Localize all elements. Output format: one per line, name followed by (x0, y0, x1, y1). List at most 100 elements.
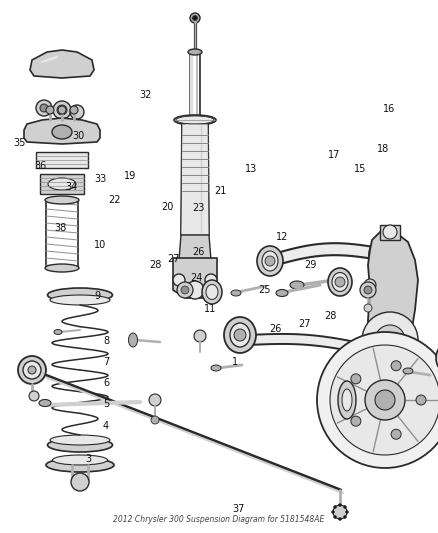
Circle shape (330, 345, 438, 455)
Ellipse shape (50, 435, 110, 445)
Circle shape (360, 282, 376, 298)
Circle shape (339, 518, 342, 521)
Ellipse shape (202, 280, 222, 304)
Text: 33: 33 (94, 174, 106, 184)
Text: 5: 5 (103, 399, 109, 409)
Ellipse shape (206, 285, 218, 300)
Circle shape (46, 106, 54, 114)
Text: 3: 3 (85, 455, 92, 464)
Text: 27: 27 (298, 319, 311, 329)
Ellipse shape (188, 49, 202, 55)
Text: 12: 12 (276, 232, 288, 242)
Ellipse shape (373, 246, 387, 262)
Text: 32: 32 (139, 90, 152, 100)
Ellipse shape (328, 268, 352, 296)
Circle shape (317, 332, 438, 468)
Ellipse shape (332, 272, 348, 292)
Text: 21: 21 (215, 186, 227, 196)
Ellipse shape (257, 246, 283, 276)
Circle shape (364, 279, 376, 291)
Circle shape (18, 356, 46, 384)
Polygon shape (181, 124, 209, 235)
Circle shape (362, 312, 418, 368)
Text: 30: 30 (72, 131, 85, 141)
Ellipse shape (128, 333, 138, 347)
Ellipse shape (262, 251, 278, 271)
Text: 6: 6 (103, 378, 109, 387)
Circle shape (351, 416, 361, 426)
Ellipse shape (224, 317, 256, 353)
Circle shape (334, 515, 336, 519)
Text: 36: 36 (34, 161, 46, 171)
Text: 19: 19 (124, 171, 136, 181)
Circle shape (194, 330, 206, 342)
Ellipse shape (436, 342, 438, 374)
Text: 20: 20 (161, 202, 173, 212)
Text: 9: 9 (94, 291, 100, 301)
Text: 11: 11 (204, 304, 216, 314)
Circle shape (375, 390, 395, 410)
Circle shape (149, 394, 161, 406)
Circle shape (364, 286, 372, 294)
Text: 29: 29 (304, 261, 317, 270)
Text: 17: 17 (328, 150, 340, 159)
Circle shape (57, 105, 67, 115)
Text: 27: 27 (167, 254, 180, 263)
Text: 26: 26 (269, 325, 282, 334)
Circle shape (383, 225, 397, 239)
Ellipse shape (174, 115, 216, 125)
Ellipse shape (47, 288, 113, 302)
Ellipse shape (276, 289, 288, 296)
Circle shape (391, 361, 401, 371)
Circle shape (190, 13, 200, 23)
Circle shape (416, 395, 426, 405)
Circle shape (177, 282, 193, 298)
Text: 34: 34 (65, 182, 77, 191)
Circle shape (28, 366, 36, 374)
Text: 38: 38 (55, 223, 67, 233)
Circle shape (383, 395, 397, 409)
Ellipse shape (53, 455, 107, 465)
Circle shape (71, 473, 89, 491)
Circle shape (343, 515, 346, 519)
Circle shape (375, 325, 405, 355)
Ellipse shape (403, 368, 413, 374)
Ellipse shape (211, 365, 221, 371)
Polygon shape (368, 230, 418, 395)
Ellipse shape (338, 381, 356, 419)
Circle shape (351, 374, 361, 384)
Circle shape (36, 100, 52, 116)
Ellipse shape (231, 290, 241, 296)
Text: 26: 26 (192, 247, 204, 257)
Polygon shape (173, 258, 217, 298)
Circle shape (343, 505, 346, 508)
Text: 13: 13 (245, 165, 258, 174)
Ellipse shape (48, 178, 76, 190)
Ellipse shape (45, 264, 79, 272)
Text: 16: 16 (383, 104, 396, 114)
Circle shape (23, 361, 41, 379)
Circle shape (391, 429, 401, 439)
Ellipse shape (364, 338, 384, 362)
Polygon shape (36, 152, 88, 168)
Text: 23: 23 (193, 203, 205, 213)
Text: 25: 25 (258, 286, 271, 295)
Circle shape (29, 391, 39, 401)
Circle shape (173, 274, 185, 286)
Ellipse shape (369, 241, 391, 267)
Text: 7: 7 (103, 358, 109, 367)
Circle shape (335, 277, 345, 287)
Circle shape (70, 105, 84, 119)
Circle shape (384, 334, 396, 346)
Text: 15: 15 (354, 165, 366, 174)
Ellipse shape (45, 196, 79, 204)
Circle shape (70, 106, 78, 114)
Ellipse shape (54, 329, 62, 335)
Circle shape (181, 286, 189, 294)
Ellipse shape (46, 458, 114, 472)
Ellipse shape (39, 400, 51, 407)
Ellipse shape (47, 438, 113, 452)
Polygon shape (30, 50, 94, 78)
Circle shape (58, 106, 66, 114)
Text: 4: 4 (103, 422, 109, 431)
